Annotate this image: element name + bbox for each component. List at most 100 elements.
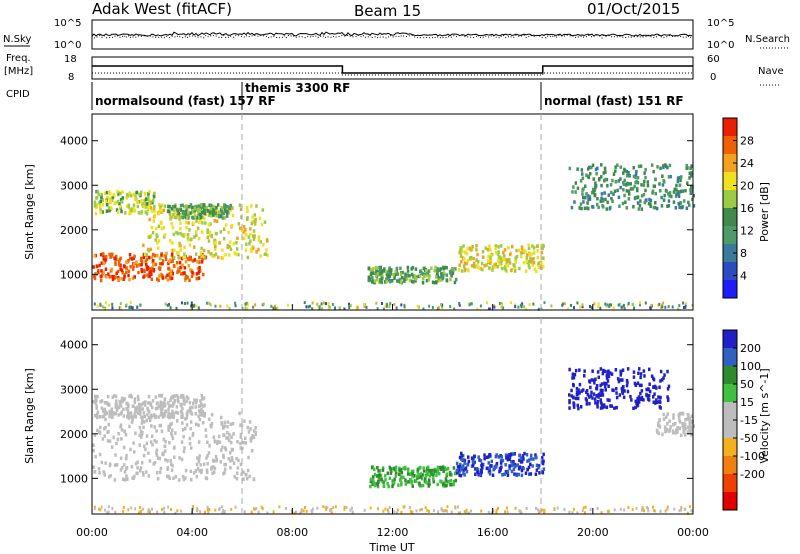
data-cell (585, 402, 589, 406)
data-cell (195, 216, 199, 220)
data-cell (647, 509, 650, 513)
data-cell (239, 441, 242, 446)
data-cell (117, 262, 121, 267)
data-cell (99, 204, 102, 209)
data-cell (387, 508, 389, 512)
data-cell (382, 307, 385, 311)
data-cell (449, 479, 453, 483)
data-cell (180, 272, 183, 276)
data-cell (595, 386, 598, 391)
data-cell (421, 483, 425, 488)
data-cell (688, 416, 691, 421)
data-cell (113, 478, 117, 482)
data-cell (568, 406, 571, 410)
data-cell (188, 228, 191, 232)
data-cell (255, 204, 258, 208)
data-cell (380, 276, 384, 281)
data-cell (586, 201, 589, 205)
data-cell (159, 470, 162, 475)
data-cell (689, 188, 692, 192)
data-cell (391, 480, 395, 485)
data-cell (415, 509, 418, 513)
colorbar-swatch (723, 262, 737, 280)
data-cell (145, 418, 149, 423)
data-cell (130, 420, 134, 424)
data-cell (676, 179, 680, 184)
data-cell (123, 275, 126, 279)
data-cell (466, 259, 470, 263)
data-cell (668, 419, 671, 423)
data-cell (141, 507, 144, 511)
data-cell (472, 456, 475, 461)
data-cell (121, 190, 124, 194)
data-cell (192, 221, 195, 226)
data-cell (584, 195, 587, 200)
data-cell (644, 301, 647, 305)
data-cell (640, 183, 643, 187)
data-cell (239, 435, 243, 439)
data-cell (495, 461, 499, 466)
data-cell (675, 183, 678, 188)
data-cell (196, 506, 199, 510)
data-cell (457, 268, 461, 272)
data-cell (487, 455, 490, 459)
data-cell (207, 511, 210, 514)
data-cell (195, 272, 199, 276)
data-cell (351, 506, 353, 510)
data-cell (394, 272, 397, 276)
data-cell (381, 466, 385, 470)
data-cell (226, 205, 229, 209)
data-cell (483, 453, 486, 457)
data-cell (252, 229, 256, 233)
data-cell (427, 478, 431, 482)
data-cell (404, 275, 407, 279)
data-cell (196, 508, 199, 512)
data-cell (381, 274, 384, 279)
data-cell (198, 265, 201, 270)
data-cell (376, 270, 379, 274)
data-cell (115, 254, 118, 259)
data-cell (99, 302, 102, 306)
data-cell (617, 379, 621, 384)
data-cell (205, 456, 208, 460)
data-cell (167, 303, 170, 307)
data-cell (261, 303, 264, 307)
data-cell (323, 301, 326, 305)
data-cell (505, 506, 508, 510)
data-cell (133, 400, 137, 404)
data-cell (413, 474, 416, 478)
data-cell (229, 422, 232, 426)
data-cell (121, 270, 124, 275)
data-cell (169, 458, 172, 463)
data-cell (140, 190, 143, 195)
data-cell (389, 269, 392, 273)
data-cell (160, 410, 163, 415)
data-cell (475, 258, 478, 262)
data-cell (533, 250, 536, 255)
data-cell (616, 163, 619, 167)
cpid-label: CPID (6, 89, 30, 100)
data-cell (128, 424, 131, 429)
data-cell (131, 415, 134, 420)
data-cell (630, 398, 633, 402)
data-cell (488, 244, 491, 248)
data-cell (375, 266, 378, 270)
data-cell (209, 230, 212, 235)
data-cell (452, 482, 455, 487)
data-cell (132, 192, 136, 197)
data-cell (213, 219, 216, 223)
data-cell (251, 246, 255, 251)
data-cell (372, 267, 375, 271)
data-cell (159, 262, 162, 266)
data-cell (187, 213, 191, 218)
data-cell (198, 204, 201, 208)
data-cell (146, 273, 149, 277)
data-cell (153, 461, 157, 465)
data-cell (643, 171, 646, 175)
data-cell (116, 199, 120, 204)
data-cell (236, 471, 239, 475)
data-cell (576, 186, 580, 190)
data-cell (529, 462, 532, 466)
data-cell (117, 191, 120, 196)
colorbar-tick-label: 8 (740, 247, 747, 260)
